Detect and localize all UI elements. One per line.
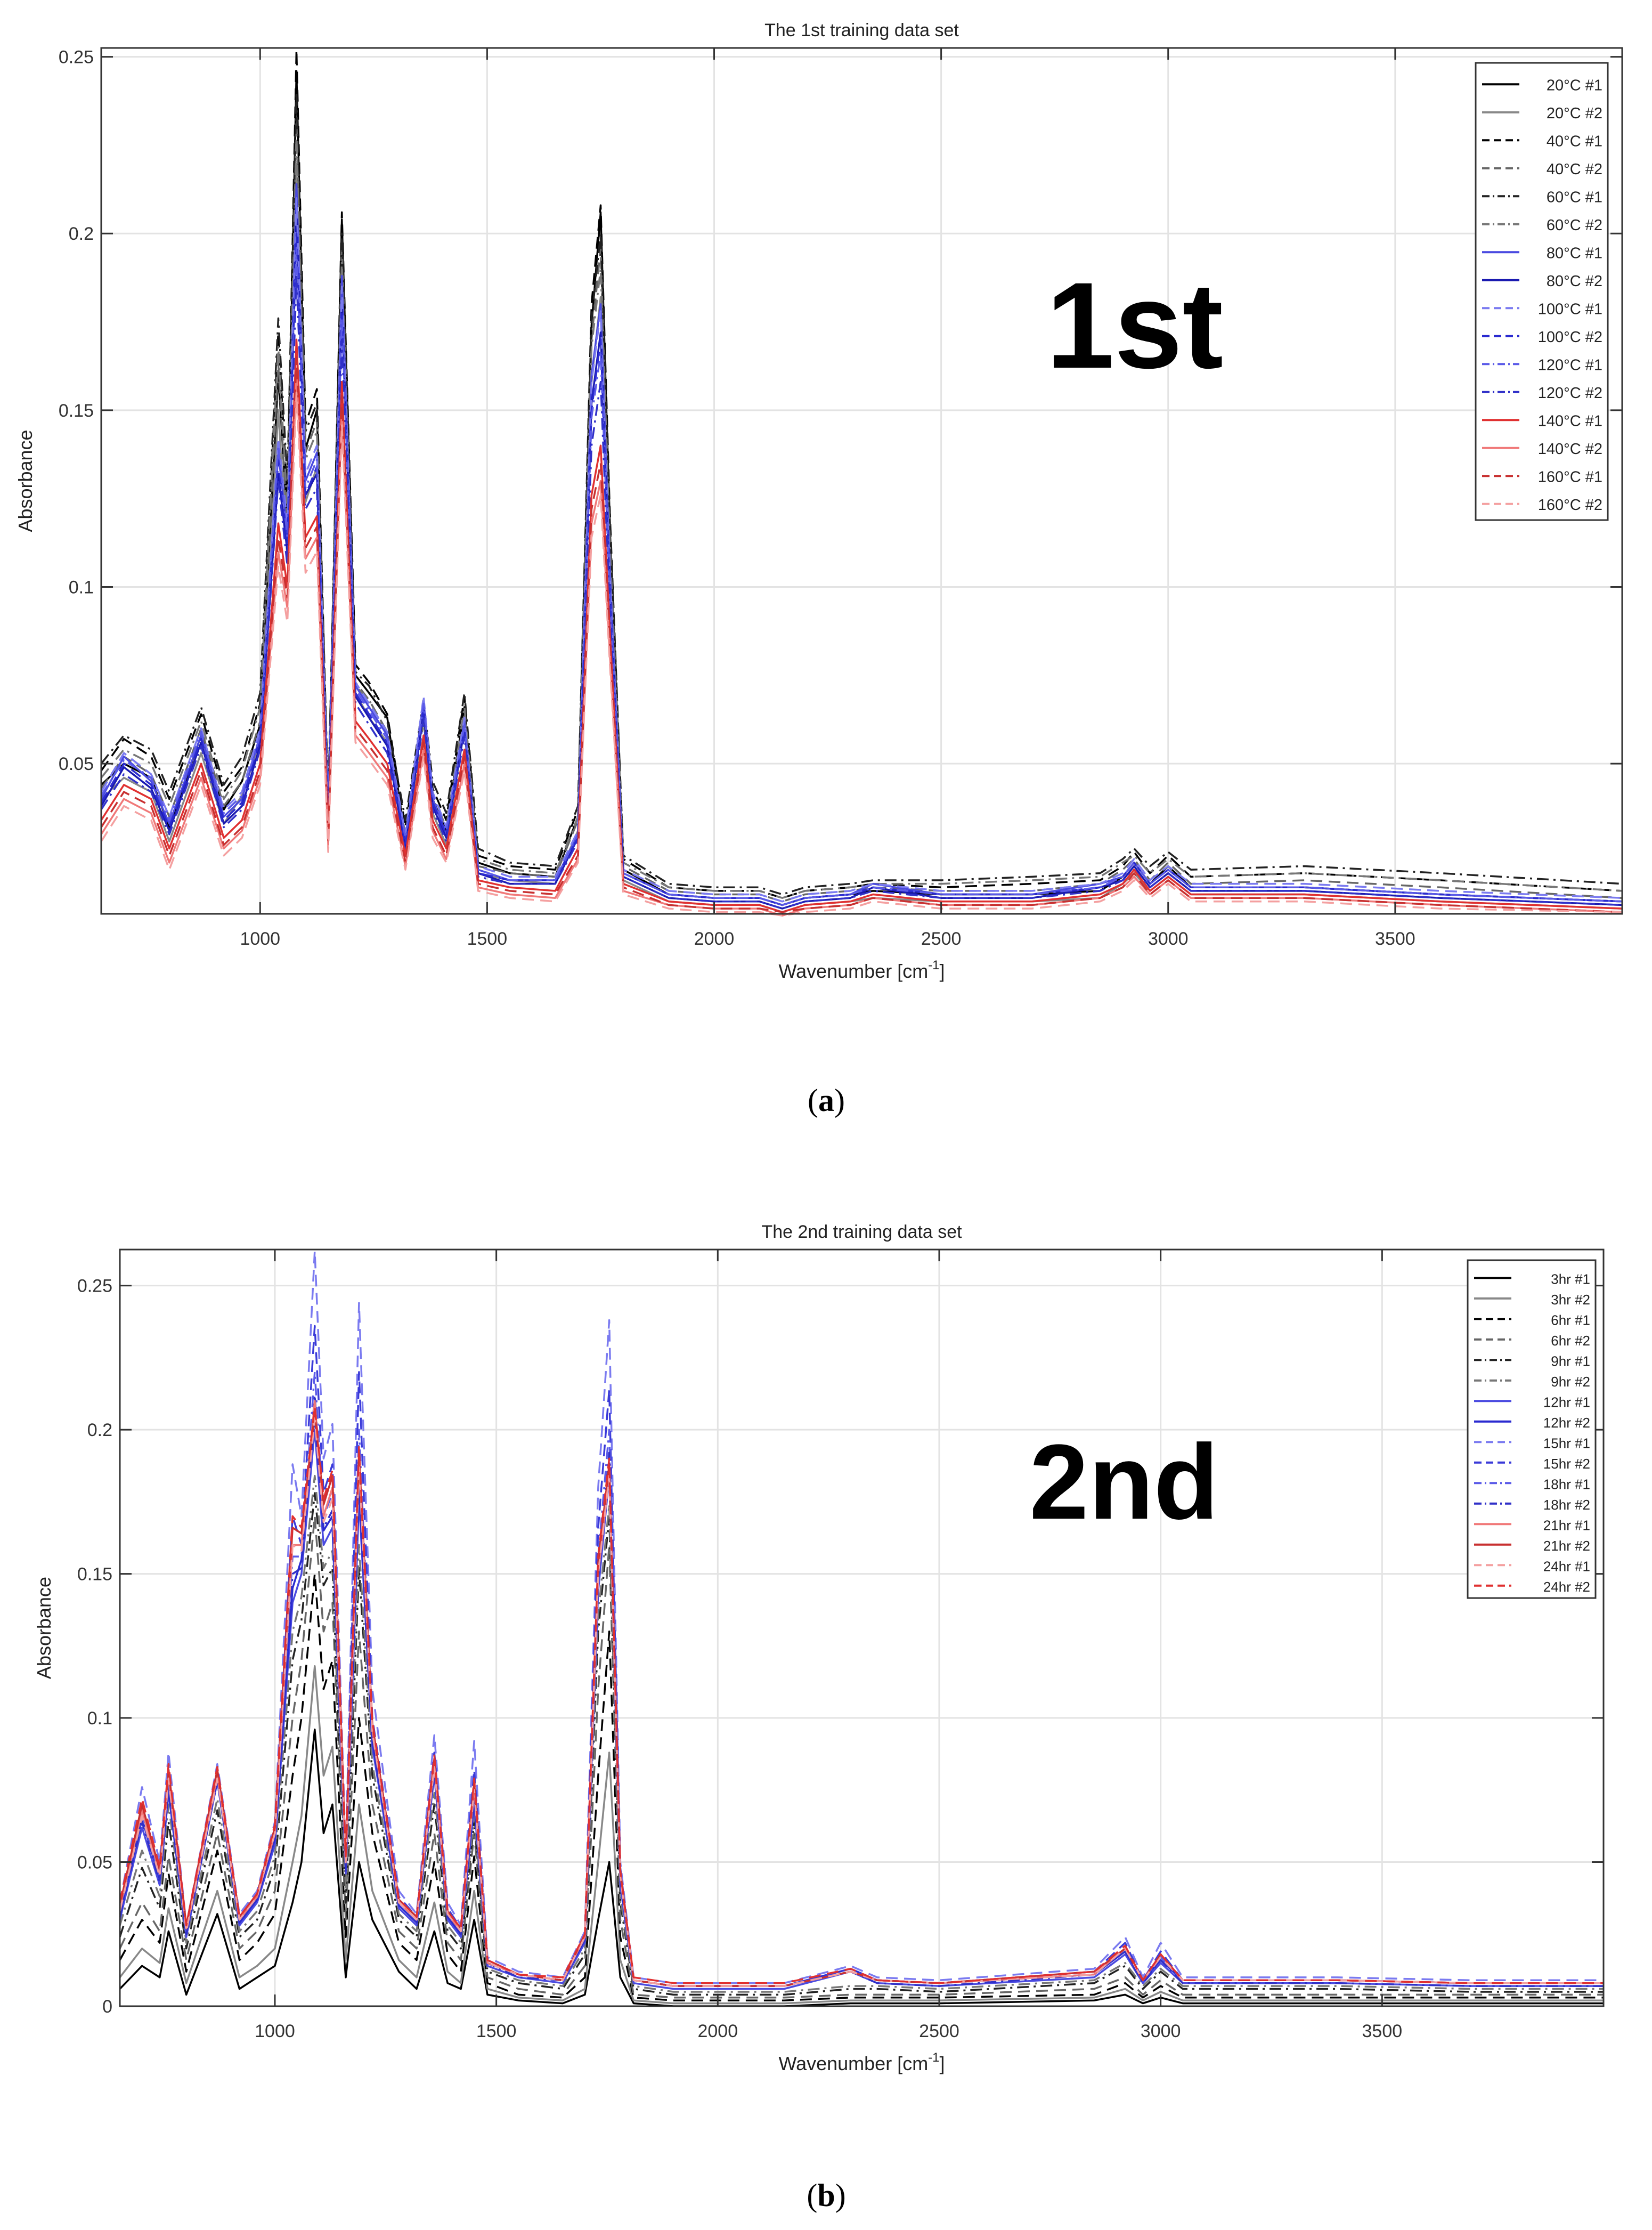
plot-frame [100, 47, 1623, 915]
series-line [100, 338, 1623, 913]
legend-entry-label: 3hr #2 [1551, 1292, 1590, 1308]
legend-entry-label: 80°C #1 [1547, 245, 1602, 262]
x-tick-label: 1000 [255, 2021, 295, 2041]
legend-entry-label: 12hr #1 [1543, 1394, 1590, 1410]
x-tick-label: 1500 [467, 929, 508, 949]
y-tick-label: 0.25 [59, 47, 94, 68]
axis-ticks: 1000 1500 2000 2500 3000 3500 0 0.05 0.1 0.15 0.2 0… [77, 1250, 1604, 2041]
grid [101, 48, 1622, 914]
legend-entry-label: 140°C #1 [1538, 412, 1602, 429]
chart-a: 1000 1500 2000 2500 3000 3500 0.05 0.1 0.15 0.2 0.… [14, 20, 1623, 982]
series-lines [100, 48, 1623, 917]
series-line [100, 197, 1623, 903]
chart-title: The 2nd training data set [761, 1222, 962, 1242]
legend-entry-label: 24hr #1 [1543, 1558, 1590, 1574]
legend-entry-label: 160°C #2 [1538, 497, 1602, 514]
series-line [100, 48, 1623, 899]
x-tick-label: 1000 [240, 929, 280, 949]
legend-entry-label: 21hr #2 [1543, 1538, 1590, 1554]
series-line [100, 133, 1623, 899]
legend-entry-label: 40°C #2 [1547, 161, 1602, 178]
series-line [100, 246, 1623, 906]
legend: 20°C #1 20°C #2 40°C #1 40°C #2 60°C #1 60°C … [1475, 62, 1609, 521]
legend-entry-label: 15hr #2 [1543, 1456, 1590, 1472]
x-tick-label: 3000 [1148, 929, 1189, 949]
x-tick-label: 2500 [919, 2021, 959, 2041]
y-tick-label: 0.2 [87, 1420, 112, 1440]
y-axis-label: Absorbance [33, 1577, 55, 1679]
chart-title: The 1st training data set [764, 20, 959, 40]
series-line [119, 1515, 1604, 1999]
legend-box [1467, 1259, 1597, 1599]
y-tick-label: 0.15 [77, 1564, 112, 1585]
legend-entry-label: 60°C #2 [1547, 217, 1602, 234]
y-tick-label: 0.15 [59, 401, 94, 421]
y-tick-label: 0.25 [77, 1276, 112, 1296]
legend-entry-label: 20°C #2 [1547, 105, 1602, 122]
series-line [100, 91, 1623, 896]
legend-entry-label: 21hr #1 [1543, 1517, 1590, 1533]
legend-entry-label: 18hr #1 [1543, 1476, 1590, 1492]
x-tick-label: 1500 [476, 2021, 517, 2041]
legend-entry-label: 60°C #1 [1547, 189, 1602, 206]
y-tick-label: 0.1 [87, 1708, 112, 1729]
legend-entry-label: 9hr #1 [1551, 1353, 1590, 1369]
caption-a: (a) [808, 1083, 845, 1118]
legend-entry-label: 20°C #1 [1547, 77, 1602, 94]
legend-entry-label: 100°C #1 [1538, 301, 1602, 318]
series-lines [119, 1250, 1604, 2007]
legend-entry-label: 6hr #2 [1551, 1333, 1590, 1349]
y-tick-label: 0.05 [59, 754, 94, 774]
annotation-label: 2nd [1029, 1423, 1219, 1542]
legend-entry-label: 18hr #2 [1543, 1497, 1590, 1513]
axis-ticks: 1000 1500 2000 2500 3000 3500 0.05 0.1 0.15 0.2 0.… [59, 47, 1622, 949]
legend-entry-label: 100°C #2 [1538, 329, 1602, 346]
x-tick-label: 3000 [1141, 2021, 1181, 2041]
y-tick-label: 0.2 [69, 224, 94, 244]
x-tick-label: 2000 [694, 929, 735, 949]
legend-entry-label: 120°C #2 [1538, 385, 1602, 402]
legend-entry-label: 40°C #1 [1547, 133, 1602, 150]
legend-box [1475, 62, 1609, 521]
series-line [119, 1250, 1604, 1984]
x-tick-label: 3500 [1362, 2021, 1403, 2041]
series-line [119, 1665, 1604, 2005]
y-axis-label: Absorbance [14, 429, 36, 532]
x-tick-label: 2500 [921, 929, 962, 949]
x-axis-label: Wavenumber [cm-1] [778, 2050, 945, 2074]
x-tick-label: 2000 [697, 2021, 738, 2041]
caption-b: (b) [807, 2178, 845, 2213]
chart-b: 1000 1500 2000 2500 3000 3500 0 0.05 0.1 0.15 0.2 0… [33, 1222, 1605, 2074]
legend-entry-label: 160°C #1 [1538, 468, 1602, 485]
legend-entry-label: 24hr #2 [1543, 1579, 1590, 1595]
series-line [119, 1572, 1604, 2001]
legend: 3hr #1 3hr #2 6hr #1 6hr #2 9hr #1 9hr #2 12hr… [1467, 1259, 1597, 1599]
y-tick-label: 0 [102, 1997, 112, 2017]
legend-entry-label: 6hr #1 [1551, 1312, 1590, 1328]
legend-entry-label: 140°C #2 [1538, 441, 1602, 458]
legend-entry-label: 12hr #2 [1543, 1415, 1590, 1431]
plot-frame [119, 1248, 1605, 2007]
series-line [119, 1728, 1604, 2007]
x-tick-label: 3500 [1375, 929, 1415, 949]
y-tick-label: 0.05 [77, 1853, 112, 1873]
series-line [100, 275, 1623, 910]
series-line [119, 1474, 1604, 1993]
series-line [100, 356, 1623, 913]
series-line [119, 1406, 1604, 1984]
legend-entry-label: 9hr #2 [1551, 1374, 1590, 1390]
x-axis-label: Wavenumber [cm-1] [778, 958, 945, 982]
legend-entry-label: 120°C #1 [1538, 356, 1602, 374]
legend-entry-label: 3hr #1 [1551, 1271, 1590, 1287]
series-line [119, 1417, 1604, 1987]
legend-entry-label: 15hr #1 [1543, 1435, 1590, 1451]
annotation-label: 1st [1046, 257, 1223, 394]
legend-entry-label: 80°C #2 [1547, 273, 1602, 290]
series-line [100, 391, 1623, 917]
y-tick-label: 0.1 [69, 577, 94, 597]
